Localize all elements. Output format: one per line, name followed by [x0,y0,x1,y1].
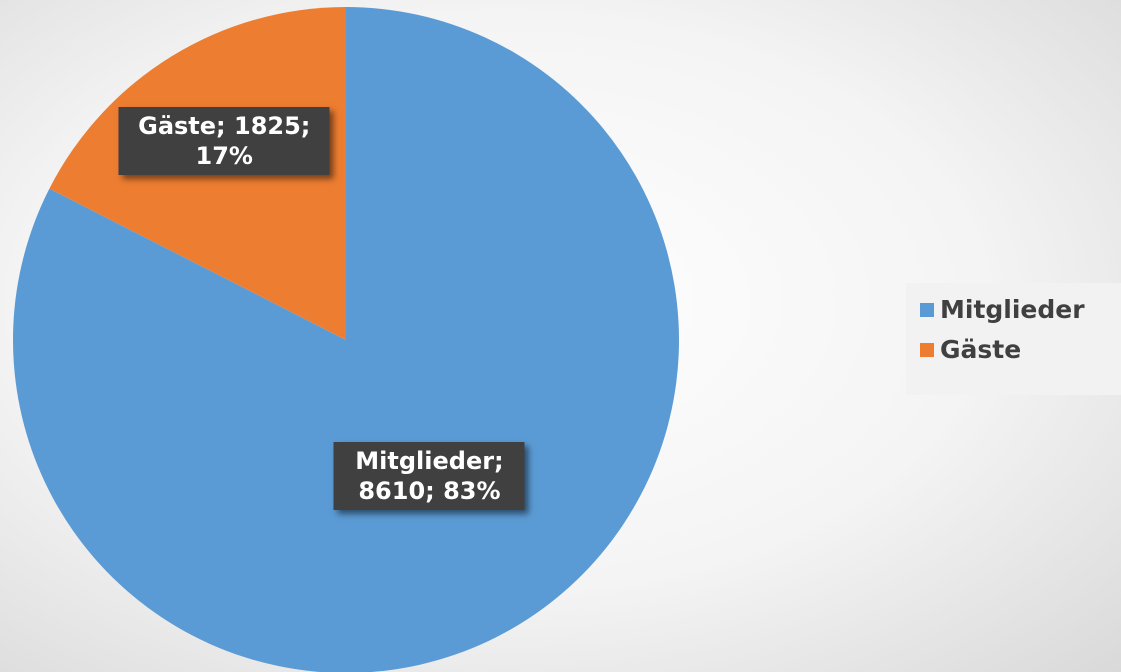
data-label: Mitglieder; 8610; 83% [333,442,525,511]
legend-item: Mitglieder [920,295,1085,324]
legend-item: Gäste [920,335,1021,364]
legend: Mitglieder Gäste [906,283,1121,395]
data-label: Gäste; 1825; 17% [118,107,330,176]
legend-swatch [920,302,934,317]
legend-label: Gäste [940,335,1022,364]
legend-label: Mitglieder [940,295,1085,324]
legend-swatch [920,342,934,357]
